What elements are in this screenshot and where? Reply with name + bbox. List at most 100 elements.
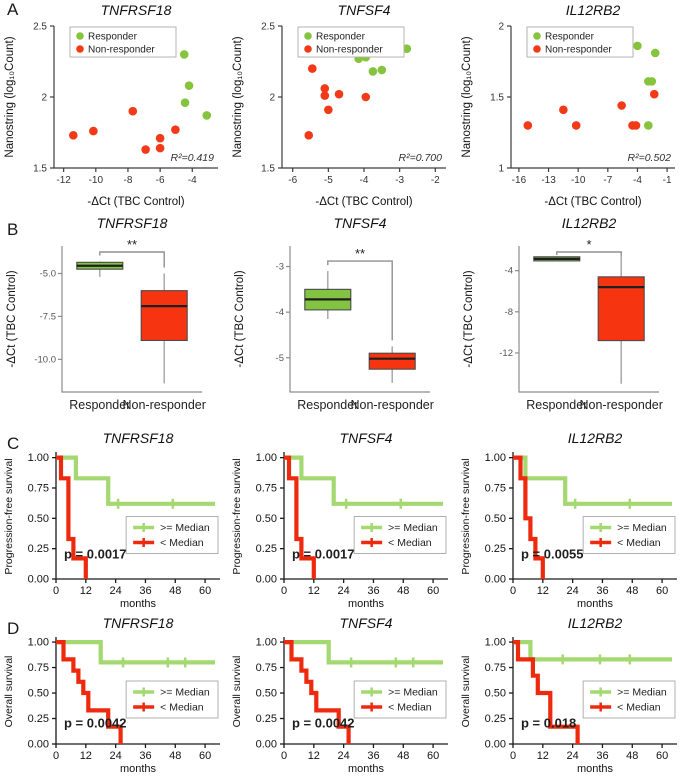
x-tick-label: 12	[308, 750, 320, 762]
y-tick-label: -12	[499, 348, 513, 359]
panel-label-B: B	[7, 220, 19, 239]
scatter-point	[68, 131, 78, 140]
legend-label: < Median	[160, 537, 204, 549]
axes	[61, 246, 202, 393]
scatter-point	[202, 111, 212, 120]
box	[368, 352, 417, 370]
pfs-km-chart-tnfsf4: TNFSF4 0.00 0.25 0.50 0.75 1.00 0 12 24 36 48 60 mon…	[228, 430, 456, 615]
pfs-km-chart-tnfrsf18: TNFRSF18 0.00 0.25 0.50 0.75 1.00 0 12 24 36 48 60 m…	[0, 430, 228, 615]
panel-D: D TNFRSF18 0.00 0.25 0.50 0.75 1.00 0 12 24 36 48 6…	[0, 615, 685, 780]
x-tick-label: 36	[596, 585, 608, 597]
km-curve	[56, 455, 88, 579]
p-value-label: p = 0.0017	[292, 547, 355, 562]
legend-marker	[532, 32, 541, 40]
y-tick-label: 1.5	[261, 164, 275, 175]
x-axis-label: -ΔCt (TBC Control)	[87, 196, 184, 208]
legend-label: Responder	[545, 32, 595, 43]
x-tick-label: 0	[510, 750, 516, 762]
chart-title: TNFSF4	[340, 430, 393, 446]
box-svg: TNFSF4 -3 -4 -5 -ΔCt (TBC Control) ResponderN…	[234, 215, 434, 412]
x-tick-label: 60	[656, 585, 668, 597]
y-axis-label: Nanostring (log₁₀Count)	[4, 36, 16, 157]
km-curve	[284, 455, 317, 579]
legend-label: < Median	[617, 702, 661, 714]
y-tick-label: 0.50	[256, 688, 277, 700]
km-svg: TNFRSF18 0.00 0.25 0.50 0.75 1.00 0 12 24 36 48 60 m…	[3, 615, 220, 775]
y-tick-label: 2	[498, 22, 504, 33]
legend-box	[125, 680, 219, 719]
legend-box	[582, 680, 676, 719]
x-tick-label: 48	[397, 750, 409, 762]
legend-label: >= Median	[160, 687, 210, 699]
legend-label: Non-responder	[316, 45, 383, 56]
y-axis-label: Progression-free survival	[3, 458, 15, 574]
chart-title: IL12RB2	[567, 615, 622, 631]
km-curve	[512, 455, 545, 579]
box-svg: TNFRSF18 -5.0 -7.5 -10.0 -ΔCt (TBC Control) R…	[6, 215, 206, 412]
p-value-label: p = 0.0042	[64, 716, 127, 731]
scatter-point	[377, 65, 387, 75]
legend-marker	[532, 45, 541, 53]
r-squared-label: R²=0.419	[171, 152, 215, 164]
x-tick-label: 36	[368, 750, 380, 762]
x-tick-label: -13	[541, 175, 556, 186]
x-tick-label: -1	[662, 175, 671, 186]
y-tick-label: 1.00	[256, 452, 277, 464]
x-tick-label: 48	[626, 585, 638, 597]
legend-label: >= Median	[617, 522, 667, 534]
scatter-point	[571, 121, 581, 130]
y-tick-label: 0.75	[28, 662, 49, 674]
legend-label: < Median	[160, 702, 204, 714]
y-tick-label: 2	[270, 93, 276, 104]
y-tick-label: 0.50	[484, 513, 505, 525]
y-tick-label: 0.75	[256, 482, 277, 494]
y-axis-label: -ΔCt (TBC Control)	[6, 270, 18, 367]
x-axis-label: months	[348, 763, 385, 775]
panel-label-A: A	[7, 0, 19, 19]
y-tick-label: 2.5	[33, 22, 47, 33]
chart-title: IL12RB2	[567, 430, 622, 446]
legend-box	[582, 516, 676, 554]
scatter-point	[632, 41, 642, 51]
scatter-point	[320, 84, 330, 93]
x-tick-label: -4	[360, 175, 369, 186]
x-tick-label: -7	[603, 175, 612, 186]
r-squared-label: R²=0.700	[399, 152, 443, 164]
x-tick-label: 24	[110, 750, 122, 762]
os-km-chart-tnfsf4: TNFSF4 0.00 0.25 0.50 0.75 1.00 0 12 24 36 48 60 mon…	[228, 615, 456, 780]
chart-title: IL12RB2	[565, 2, 620, 18]
y-axis-label: Overall survival	[460, 656, 472, 728]
y-axis-label: Nanostring (log₁₀Count)	[461, 36, 473, 157]
scatter-point	[402, 44, 412, 54]
legend-label: >= Median	[617, 687, 667, 699]
x-tick-label: 0	[281, 585, 287, 597]
scatter-point	[179, 50, 189, 59]
x-tick-label: -10	[571, 175, 586, 186]
x-tick-label: -6	[289, 175, 298, 186]
significance-bracket	[555, 251, 622, 255]
p-value-label: p = 0.0055	[521, 547, 584, 562]
x-tick-label: 60	[427, 750, 439, 762]
scatter-point	[368, 67, 378, 76]
y-tick-label: 1.00	[484, 452, 505, 464]
y-tick-label: 2.5	[261, 22, 275, 33]
scatter-point	[650, 48, 660, 58]
significance-bracket	[327, 260, 394, 341]
significance-label: **	[127, 237, 137, 252]
y-tick-label: 0.00	[256, 574, 277, 586]
legend-label: Responder	[88, 32, 138, 43]
scatter-point	[304, 131, 314, 140]
x-axis-label: months	[348, 598, 385, 610]
significance-label: *	[586, 237, 591, 252]
box-chart-il12rb2: IL12RB2 -4 -8 -12 -ΔCt (TBC Control) Responde…	[457, 212, 685, 430]
scatter-svg: TNFRSF18 1.5 2 2.5 -12 -10 -8 -6 -4 -ΔCt (TBC Con…	[4, 2, 218, 208]
y-tick-label: 0.00	[484, 574, 505, 586]
x-tick-label: 0	[510, 585, 516, 597]
y-tick-label: 0.25	[256, 713, 277, 725]
x-tick-label: -2	[431, 175, 440, 186]
scatter-point	[171, 125, 180, 134]
category-label: Responder	[298, 398, 359, 412]
panel-A: A TNFRSF18 1.5 2 2.5 -12 -10 -8 -6 -4 -ΔCt (TBC C…	[0, 0, 685, 212]
legend-label: < Median	[617, 537, 661, 549]
legend-label: < Median	[388, 702, 432, 714]
